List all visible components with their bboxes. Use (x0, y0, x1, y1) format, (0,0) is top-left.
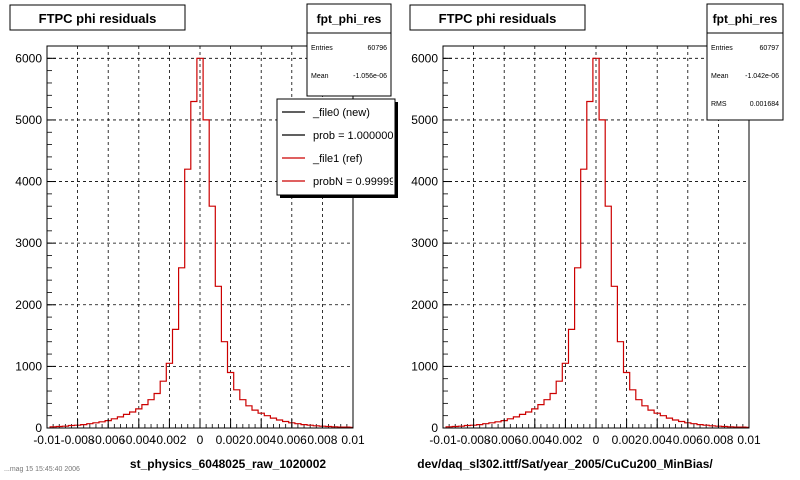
x-tick-label: -0.004 (518, 433, 552, 447)
x-tick-label: 0.008 (703, 433, 733, 447)
y-tick-label: 2000 (15, 298, 42, 312)
x-tick-label: 0.004 (246, 433, 276, 447)
y-tick-label: 3000 (411, 236, 438, 250)
legend-label: prob = 1.000000 (313, 130, 393, 142)
x-tick-label: -0.002 (548, 433, 582, 447)
y-tick-label: 5000 (411, 113, 438, 127)
x-tick-label: 0.004 (642, 433, 672, 447)
x-tick-label: -0.006 (91, 433, 125, 447)
stats-name: fpt_phi_res (317, 12, 382, 26)
x-axis-label: dev/daq_sl302.ittf/Sat/year_2005/CuCu200… (417, 457, 713, 471)
title-box (409, 4, 586, 31)
x-tick-label: 0.006 (277, 433, 307, 447)
y-tick-label: 1000 (411, 359, 438, 373)
x-tick-label: 0 (197, 433, 204, 447)
stats-value: 60796 (368, 45, 388, 52)
x-tick-label: 0.002 (216, 433, 246, 447)
x-tick-label: -0.01 (33, 433, 61, 447)
legend-label: _file1 (ref) (312, 153, 363, 165)
y-tick-label: 0 (431, 421, 438, 435)
stats-label: Mean (711, 73, 729, 80)
x-tick-label: -0.004 (122, 433, 156, 447)
legend-label: _file0 (new) (312, 107, 370, 119)
stats-label: RMS (711, 101, 727, 108)
x-tick-label: -0.008 (61, 433, 95, 447)
x-tick-label: 0.006 (673, 433, 703, 447)
chart-title: FTPC phi residuals (39, 11, 157, 26)
stats-value: -1.042e-06 (745, 73, 779, 80)
x-tick-label: 0.01 (737, 433, 761, 447)
y-tick-label: 2000 (411, 298, 438, 312)
y-tick-label: 3000 (15, 236, 42, 250)
x-tick-label: -0.008 (457, 433, 491, 447)
y-tick-label: 6000 (411, 51, 438, 65)
y-tick-label: 5000 (15, 113, 42, 127)
stats-value: 60797 (760, 45, 780, 52)
stats-box (306, 3, 392, 97)
footer-note: ...mag 15 15:45:40 2006 (4, 466, 80, 473)
stats-name: fpt_phi_res (713, 12, 778, 26)
x-axis-label: st_physics_6048025_raw_1020002 (130, 457, 326, 471)
stats-label: Entries (311, 45, 333, 52)
y-tick-label: 6000 (15, 51, 42, 65)
stats-label: Entries (711, 45, 733, 52)
y-tick-label: 4000 (15, 175, 42, 189)
x-tick-label: 0.01 (341, 433, 365, 447)
legend-entries: _file0 (new) prob = 1.000000 _file1 (ref) p… (282, 107, 395, 188)
histogram-series-1 (49, 57, 353, 428)
histogram-series-1 (445, 57, 749, 428)
title-box (9, 4, 186, 31)
x-tick-label: 0 (593, 433, 600, 447)
chart-title: FTPC phi residuals (439, 11, 557, 26)
stats-label: Mean (311, 73, 329, 80)
stats-box (706, 3, 784, 121)
y-tick-label: 4000 (411, 175, 438, 189)
stats-value: -1.056e-06 (353, 73, 387, 80)
x-tick-label: -0.006 (487, 433, 521, 447)
y-tick-label: 1000 (15, 359, 42, 373)
x-tick-label: -0.01 (429, 433, 457, 447)
x-tick-label: 0.002 (612, 433, 642, 447)
legend-label: probN = 0.99999 (313, 176, 395, 188)
x-tick-label: 0.008 (307, 433, 337, 447)
x-tick-label: -0.002 (152, 433, 186, 447)
stats-value: 0.001684 (750, 101, 779, 108)
y-tick-label: 0 (35, 421, 42, 435)
legend-box (276, 98, 396, 196)
